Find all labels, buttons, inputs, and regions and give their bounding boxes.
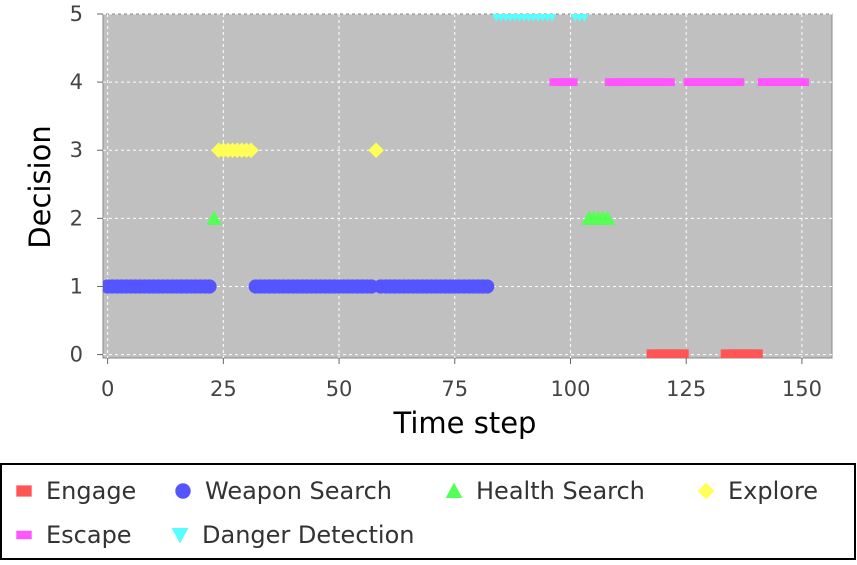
marker: [547, 14, 557, 22]
legend-label: Health Search: [476, 477, 645, 505]
x-tick-label: 50: [326, 377, 353, 401]
x-tick-label: 0: [101, 377, 114, 401]
legend-label: Weapon Search: [205, 477, 392, 505]
marker: [748, 349, 763, 358]
marker: [729, 78, 745, 87]
x-tick-label: 150: [782, 377, 822, 401]
legend-marker: [16, 485, 32, 497]
x-tick-label: 100: [550, 377, 590, 401]
y-axis-label: Decision: [23, 125, 57, 248]
y-tick-label: 1: [70, 274, 83, 298]
marker: [563, 78, 578, 87]
legend-marker: [445, 482, 463, 498]
marker: [580, 14, 589, 22]
y-tick-label: 4: [70, 70, 83, 94]
marker: [599, 210, 616, 225]
marker: [202, 279, 217, 294]
legend-marker: [697, 482, 715, 500]
legend: Engage Weapon Search Health Search Explore E…: [16, 477, 818, 549]
legend-box: [0, 463, 856, 560]
legend-marker: [171, 528, 189, 544]
marker: [243, 142, 259, 159]
marker: [794, 78, 810, 87]
x-tick-label: 125: [666, 377, 706, 401]
x-tick-label: 75: [441, 377, 468, 401]
x-tick-label: 25: [210, 377, 237, 401]
marker: [480, 279, 495, 294]
y-tick-label: 5: [70, 2, 83, 26]
marker: [660, 78, 675, 87]
legend-label: Danger Detection: [202, 521, 414, 549]
legend-marker: [16, 530, 32, 540]
legend-label: Escape: [46, 521, 132, 549]
legend-label: Explore: [728, 477, 818, 505]
y-tick-label: 0: [70, 343, 83, 367]
marker: [206, 210, 222, 225]
marks: [103, 14, 810, 358]
axes: 0 25 50 75 100 125 150 0 1 2 3 4 5: [70, 2, 822, 401]
plot-area: [102, 13, 833, 359]
x-axis-label: Time step: [393, 406, 537, 440]
marker: [674, 349, 689, 358]
marker: [368, 142, 384, 159]
legend-marker: [175, 483, 191, 499]
y-tick-label: 2: [70, 206, 83, 230]
legend-label: Engage: [46, 477, 136, 505]
y-tick-label: 3: [70, 138, 83, 162]
